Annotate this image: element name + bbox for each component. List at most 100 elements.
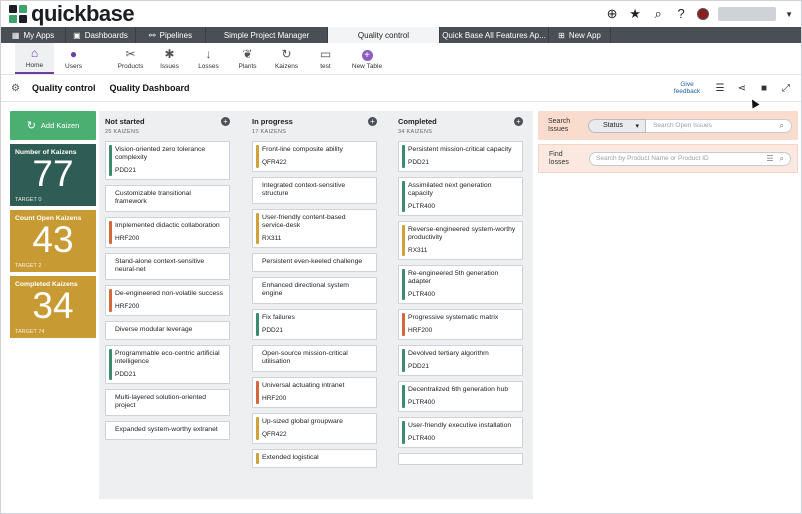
status-bar	[402, 225, 405, 256]
comment-icon[interactable]: ☰	[715, 82, 725, 94]
avatar[interactable]	[697, 8, 710, 20]
status-bar	[109, 425, 112, 436]
nav-plants[interactable]: ❦ Plants	[238, 46, 257, 70]
nav-new-table[interactable]: + New Table	[351, 49, 383, 70]
kaizen-card[interactable]: Decentralized 6th generation hub PLTR400	[398, 381, 523, 412]
kaizen-card[interactable]: Re-engineered 5th generation adapter PLTR…	[398, 265, 523, 304]
page-title: Quality Dashboard	[109, 83, 190, 93]
kaizen-card[interactable]: Vision-oriented zero tolerance complexit…	[105, 141, 230, 180]
card-title: Customizable transitional framework	[115, 190, 191, 205]
kaizen-card[interactable]: Progressive systematic matrix HRF200	[398, 309, 523, 340]
gear-icon[interactable]: ⚙	[11, 82, 20, 94]
kaizen-card[interactable]: Assimilated next generation capacity PLTR…	[398, 177, 523, 216]
star-icon[interactable]: ★	[629, 6, 641, 21]
nav-kaizens[interactable]: ↻ Kaizens	[274, 46, 299, 70]
kpi-completed-kaizens[interactable]: Completed Kaizens 34 TARGET 74	[10, 276, 96, 338]
kpi-number-of-kaizens[interactable]: Number of Kaizens 77 TARGET 0	[10, 144, 96, 206]
brand-bar: quickbase ⊕ ★ ⌕ ? ▼	[1, 1, 801, 27]
product-code: PDD21	[408, 159, 429, 166]
column-not-started: Not started 25 KAIZENS + Vision-oriented…	[99, 111, 236, 499]
add-circle-icon[interactable]: ⊕	[606, 6, 618, 21]
filter-icon[interactable]: ☰	[766, 153, 774, 163]
search-issues-input[interactable]: Search Open Issues ⌕	[646, 118, 792, 133]
nav-issues[interactable]: ✱ Issues	[160, 46, 179, 70]
kaizen-card[interactable]: Multi-layered solution-oriented project	[105, 389, 230, 416]
kaizen-card[interactable]: Front-line composite ability QFR422	[252, 141, 377, 172]
card-title: Extended logistical	[262, 454, 319, 461]
kaizen-card[interactable]: Persistent mission-critical capacity PDD2…	[398, 141, 523, 172]
kaizen-card[interactable]: Persistent even-keeled challenge	[252, 253, 377, 272]
table-title[interactable]: Quality control	[31, 83, 96, 93]
logo-mark-icon	[9, 5, 27, 23]
chevron-down-icon[interactable]: ▼	[785, 9, 793, 19]
nav-products[interactable]: ✂ Products	[117, 46, 144, 70]
kaizen-card[interactable]: Implemented didactic collaboration HRF200	[105, 217, 230, 248]
new-app-icon: ⊞	[558, 30, 565, 40]
product-code: PLTR400	[408, 399, 435, 406]
folder-icon: ▭	[319, 46, 332, 61]
tab-my-apps[interactable]: ▦ My Apps	[1, 27, 66, 43]
kaizen-card[interactable]: Stand-alone context-sensitive neural-net	[105, 253, 230, 280]
kaizen-card[interactable]: Universal actuating intranet HRF200	[252, 377, 377, 408]
nav-losses[interactable]: ↓ Losses	[198, 46, 219, 70]
search-icon[interactable]: ⌕	[654, 6, 662, 21]
status-bar	[402, 421, 405, 444]
add-card-icon[interactable]: +	[221, 117, 230, 126]
nav-users[interactable]: ● Users	[65, 46, 82, 70]
kaizen-card[interactable]: Extended logistical	[252, 449, 377, 468]
help-icon[interactable]: ?	[677, 6, 685, 21]
kaizen-card[interactable]: User-friendly content-based service-desk…	[252, 209, 377, 248]
add-card-icon[interactable]: +	[514, 117, 523, 126]
kaizen-card[interactable]: Programmable eco-centric artificial inte…	[105, 345, 230, 384]
tab-new-app[interactable]: ⊞ New App	[549, 27, 611, 43]
card-title: Front-line composite ability	[262, 146, 343, 153]
kaizen-card[interactable]: User-friendly executive installation PLTR…	[398, 417, 523, 448]
lock-icon[interactable]: ■	[760, 82, 768, 94]
status-bar	[402, 385, 405, 408]
kaizen-card[interactable]: Up-sized global groupware QFR422	[252, 413, 377, 444]
give-feedback-link[interactable]: Give feedback	[673, 81, 701, 95]
bug-icon: ✱	[164, 46, 175, 61]
tab-all-features-app[interactable]: Quick Base All Features Ap...	[440, 27, 549, 43]
quickbase-logo[interactable]: quickbase	[9, 3, 135, 25]
kaizen-card[interactable]: Fix failures PDD21	[252, 309, 377, 340]
kaizen-card[interactable]: Devolved tertiary algorithm PDD21	[398, 345, 523, 376]
tab-pipelines[interactable]: ⚯ Pipelines	[136, 27, 206, 43]
kaizen-card[interactable]: Integrated context-sensitive structure	[252, 177, 377, 204]
product-code: HRF200	[262, 395, 287, 402]
product-code: HRF200	[115, 235, 140, 242]
tab-quality-control[interactable]: Quality control	[328, 27, 440, 43]
tab-dashboards[interactable]: ▣ Dashboards	[66, 27, 136, 43]
status-bar	[256, 281, 259, 300]
share-icon[interactable]: ⋖	[737, 82, 747, 94]
nav-test[interactable]: ▭ test	[319, 46, 332, 70]
kpi-count-open-kaizens[interactable]: Count Open Kaizens 43 TARGET 2	[10, 210, 96, 272]
kaizen-card[interactable]: Reverse-engineered system-worthy product…	[398, 221, 523, 260]
status-bar	[256, 381, 259, 404]
kaizen-card[interactable]: De-engineered non-volatile success HRF200	[105, 285, 230, 316]
user-menu[interactable]	[718, 7, 777, 21]
kaizen-card[interactable]: Open-source mission-critical utilisation	[252, 345, 377, 372]
status-select[interactable]: Status ▾	[588, 118, 646, 133]
expand-icon[interactable]: ⤢	[782, 82, 790, 94]
search-icon[interactable]: ⌕	[779, 120, 784, 130]
add-kaizen-button[interactable]: ↻ Add Kaizen	[10, 111, 96, 140]
status-bar	[402, 269, 405, 300]
kaizen-card[interactable]: Expanded system-worthy extranet	[105, 421, 230, 440]
product-code: RX311	[408, 247, 428, 254]
refresh-icon: ↻	[281, 46, 292, 61]
card-title: Diverse modular leverage	[115, 326, 193, 333]
search-icon[interactable]: ⌕	[779, 153, 784, 163]
kaizen-card[interactable]: Customizable transitional framework	[105, 185, 230, 212]
status-bar	[109, 325, 112, 336]
find-losses-input[interactable]: Search by Product Name or Product ID ☰ ⌕	[589, 151, 791, 166]
kaizen-card[interactable]	[398, 453, 523, 465]
column-title: In progress	[252, 117, 293, 126]
tab-simple-project-manager[interactable]: Simple Project Manager	[206, 27, 328, 43]
status-bar	[402, 181, 405, 212]
kaizen-card[interactable]: Enhanced directional system engine	[252, 277, 377, 304]
add-card-icon[interactable]: +	[368, 117, 377, 126]
nav-home[interactable]: ⌂ Home	[15, 43, 54, 74]
kaizen-card[interactable]: Diverse modular leverage	[105, 321, 230, 340]
